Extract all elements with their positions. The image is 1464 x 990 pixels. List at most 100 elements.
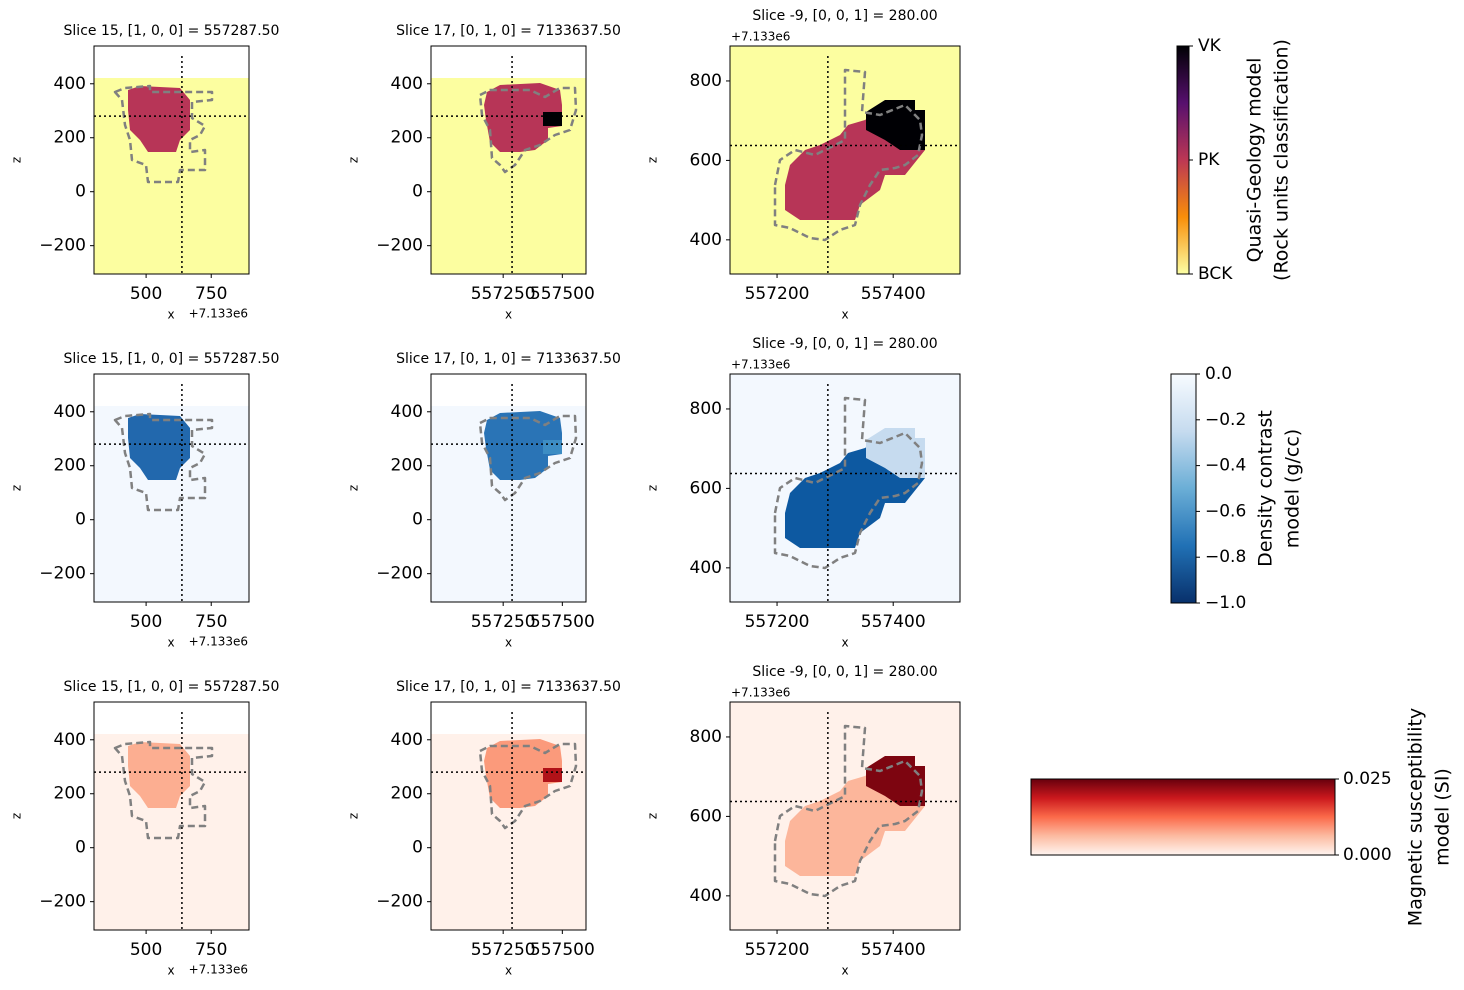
anomaly-body xyxy=(128,86,190,152)
panel: 557200 557400 400 600 800 Slice -9, [0, 0, 1]… xyxy=(646,336,961,650)
y-tick-label: 200 xyxy=(54,128,86,148)
y-tick-label: 200 xyxy=(391,456,423,476)
y-tick-label: 0 xyxy=(75,510,86,530)
x-tick-label: 557250 xyxy=(471,284,536,304)
y-tick-label: 400 xyxy=(391,402,423,422)
y-tick-label: −200 xyxy=(39,236,86,256)
y-tick-label: 400 xyxy=(690,558,722,578)
colorbar-label: model (SI) xyxy=(1432,768,1454,866)
colorbar-scale xyxy=(1030,778,1336,856)
outline xyxy=(478,86,578,174)
y-axis-label: z xyxy=(646,157,660,163)
y-axis-label: z xyxy=(347,157,361,163)
colorbar: −1.0 −0.8 −0.6 −0.4 −0.2 0.0 Density contrast m… xyxy=(1170,364,1304,613)
axes-frame xyxy=(93,373,250,603)
x-tick-label: 557250 xyxy=(471,612,536,632)
y-tick-label: 400 xyxy=(54,74,86,94)
panel-title: Slice 17, [0, 1, 0] = 7133637.50 xyxy=(396,23,621,39)
y-tick-label: 0 xyxy=(75,182,86,202)
y-tick-label: −200 xyxy=(39,892,86,912)
y-tick-label: −200 xyxy=(376,236,423,256)
anomaly-core xyxy=(543,112,562,126)
y-tick-label: 800 xyxy=(690,71,722,91)
y-axis-label: z xyxy=(10,485,24,491)
y-tick-label: 0 xyxy=(412,182,423,202)
y-tick-label: 200 xyxy=(54,456,86,476)
axes-frame xyxy=(430,701,587,931)
outline xyxy=(478,414,578,502)
colorbar-tick-label: −0.8 xyxy=(1205,547,1246,567)
x-tick-label: 557500 xyxy=(530,940,595,960)
x-tick-label: 557400 xyxy=(861,940,926,960)
y-tick-label: 400 xyxy=(391,74,423,94)
colorbar-tick-label: −0.4 xyxy=(1205,456,1246,476)
colorbar-label: Magnetic susceptibility xyxy=(1405,708,1427,926)
anomaly-body xyxy=(128,414,190,480)
y-tick-label: 400 xyxy=(690,886,722,906)
offset-text: +7.133e6 xyxy=(189,635,248,649)
panel-title: Slice -9, [0, 0, 1] = 280.00 xyxy=(752,336,937,352)
colorbar-label: (Rock units classification) xyxy=(1271,39,1293,281)
y-tick-label: 0 xyxy=(412,510,423,530)
outline xyxy=(113,412,214,512)
x-tick-label: 500 xyxy=(130,284,162,304)
colorbar-scale xyxy=(1170,373,1197,604)
y-tick-label: −200 xyxy=(39,564,86,584)
colorbar: BCK PK VK Quasi-Geology model (Rock units cl… xyxy=(1176,36,1293,284)
x-axis-label: x xyxy=(841,636,848,650)
colorbar-tick-label: −0.6 xyxy=(1205,501,1246,521)
axes-frame xyxy=(430,373,587,603)
panel-title: Slice 15, [1, 0, 0] = 557287.50 xyxy=(64,23,280,39)
colorbar-tick-label: PK xyxy=(1198,150,1220,170)
anomaly-core xyxy=(543,440,562,454)
x-tick-label: 750 xyxy=(195,612,227,632)
x-axis-label: x xyxy=(505,636,512,650)
x-tick-label: 557400 xyxy=(861,612,926,632)
colorbar-label: model (g/cc) xyxy=(1282,429,1304,548)
axes-frame xyxy=(430,45,587,275)
x-axis-label: x xyxy=(841,964,848,978)
y-tick-label: −200 xyxy=(376,892,423,912)
y-tick-label: 400 xyxy=(391,730,423,750)
offset-text: +7.133e6 xyxy=(731,686,790,700)
x-axis-label: x xyxy=(841,308,848,322)
x-tick-label: 557500 xyxy=(530,612,595,632)
y-axis-label: z xyxy=(10,157,24,163)
anomaly-body xyxy=(484,411,562,480)
anomaly-core xyxy=(866,428,925,478)
x-tick-label: 500 xyxy=(130,940,162,960)
colorbar-tick-label: 0.025 xyxy=(1343,769,1392,789)
outline xyxy=(113,84,214,184)
panel-title: Slice 15, [1, 0, 0] = 557287.50 xyxy=(64,351,280,367)
x-tick-label: 500 xyxy=(130,612,162,632)
anomaly-core xyxy=(866,100,925,150)
panel-title: Slice -9, [0, 0, 1] = 280.00 xyxy=(752,8,937,24)
y-tick-label: 200 xyxy=(391,784,423,804)
offset-text: +7.133e6 xyxy=(731,358,790,372)
colorbar-tick-label: BCK xyxy=(1198,264,1233,284)
x-tick-label: 557500 xyxy=(530,284,595,304)
x-axis-label: x xyxy=(505,308,512,322)
x-tick-label: 750 xyxy=(195,284,227,304)
outline xyxy=(113,740,214,840)
x-axis-label: x xyxy=(505,964,512,978)
y-tick-label: 200 xyxy=(54,784,86,804)
y-tick-label: 600 xyxy=(690,150,722,170)
y-tick-label: 600 xyxy=(690,478,722,498)
y-tick-label: 400 xyxy=(690,230,722,250)
y-axis-label: z xyxy=(347,813,361,819)
panel: 557200 557400 400 600 800 Slice -9, [0, 0, 1]… xyxy=(646,664,961,978)
colorbar: 0.000 0.025 Magnetic susceptibility model (… xyxy=(1030,708,1454,926)
panel-title: Slice 15, [1, 0, 0] = 557287.50 xyxy=(64,679,280,695)
panel: 557200 557400 400 600 800 Slice -9, [0, 0, 1]… xyxy=(646,8,961,322)
y-tick-label: 600 xyxy=(690,806,722,826)
axes-frame xyxy=(93,701,250,931)
colorbar-tick-label: −1.0 xyxy=(1205,593,1246,613)
x-axis-label: x xyxy=(167,964,174,978)
offset-text: +7.133e6 xyxy=(731,30,790,44)
outline xyxy=(478,742,578,830)
panel-title: Slice 17, [0, 1, 0] = 7133637.50 xyxy=(396,351,621,367)
